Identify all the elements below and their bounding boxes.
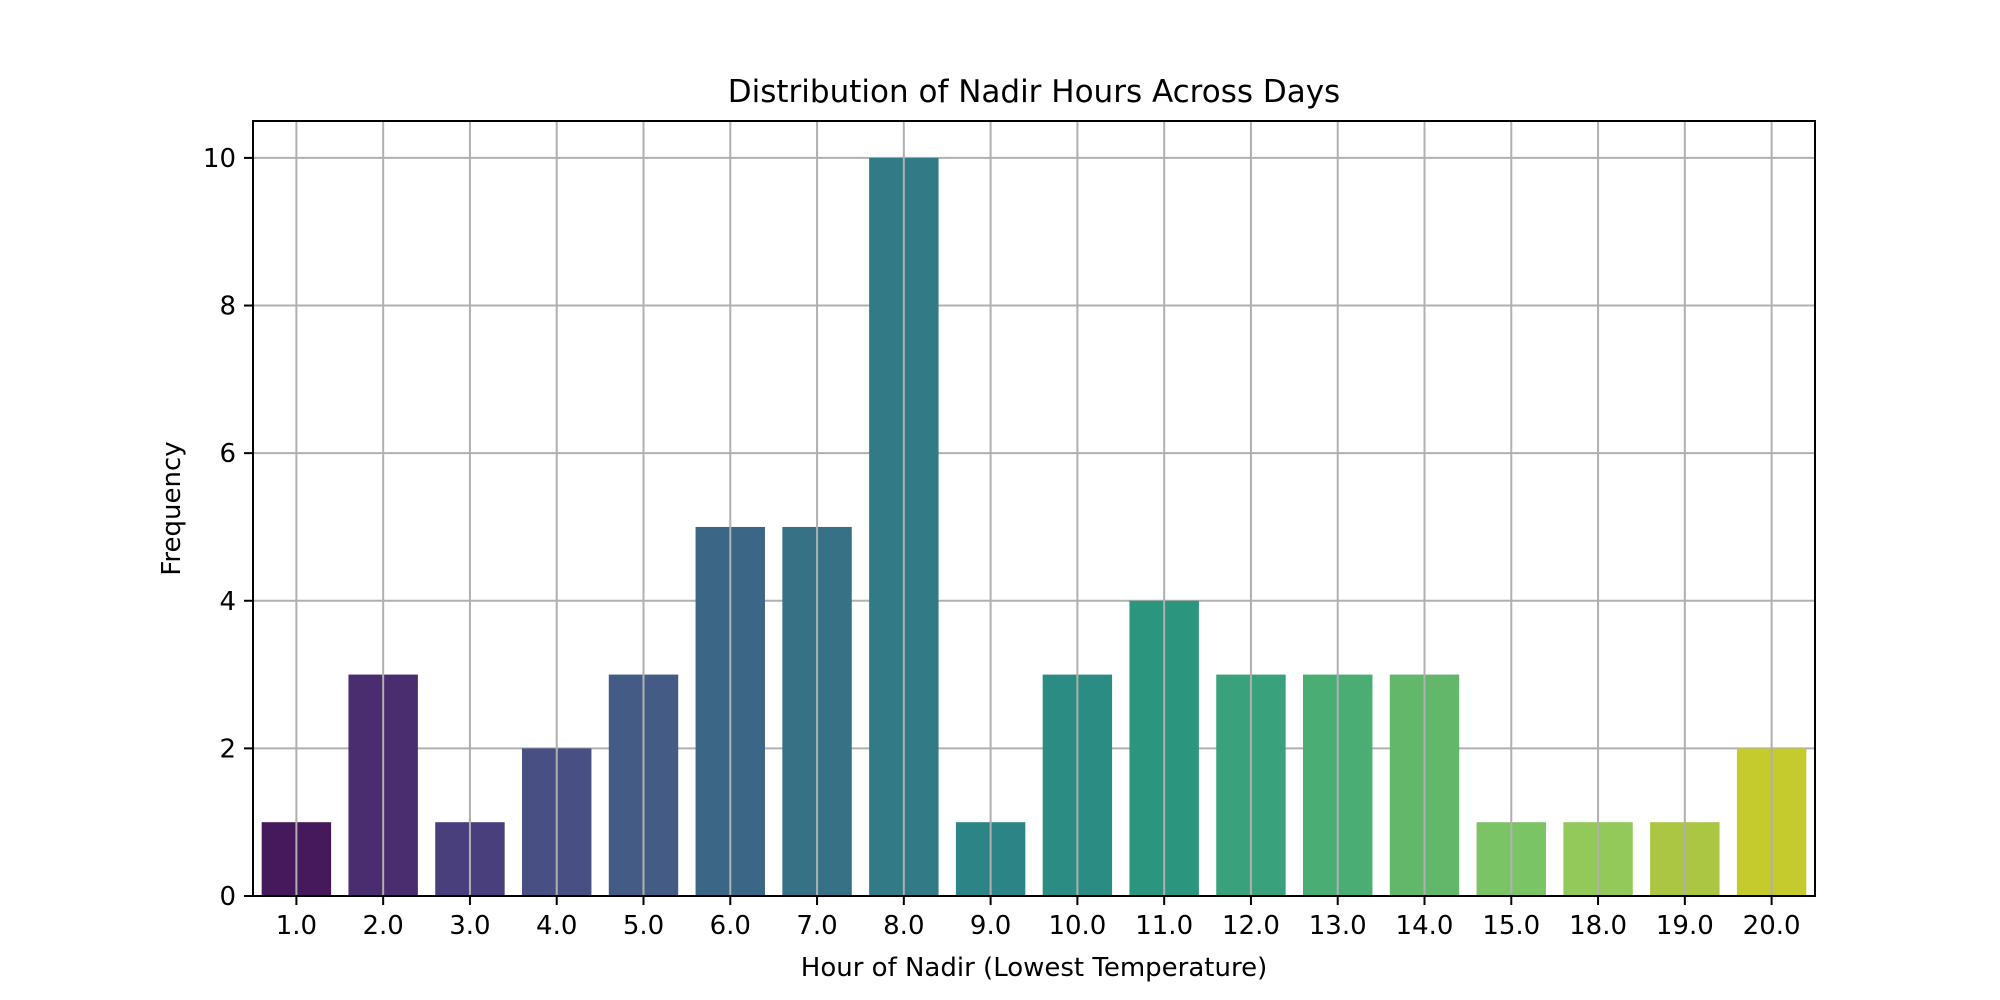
vertical-grid-lines	[295, 121, 1773, 896]
y-axis-ticks: 0 2 4 6 8 10	[203, 144, 253, 912]
y-tick-label: 10	[203, 144, 236, 174]
x-tick-label: 20.0	[1743, 911, 1801, 941]
x-tick-label: 14.0	[1396, 911, 1454, 941]
x-tick-label: 19.0	[1656, 911, 1714, 941]
x-tick-label: 6.0	[710, 911, 751, 941]
x-tick-label: 4.0	[536, 911, 577, 941]
x-tick-label: 18.0	[1569, 911, 1627, 941]
y-tick-label: 8	[219, 292, 236, 322]
y-tick-label: 0	[219, 882, 236, 912]
x-tick-label: 13.0	[1309, 911, 1367, 941]
x-tick-label: 1.0	[276, 911, 317, 941]
x-tick-label: 3.0	[449, 911, 490, 941]
y-tick-label: 2	[219, 734, 236, 764]
x-tick-label: 9.0	[970, 911, 1011, 941]
plot-frame	[252, 120, 1816, 897]
x-axis-title: Hour of Nadir (Lowest Temperature)	[801, 953, 1267, 983]
x-tick-label: 8.0	[883, 911, 924, 941]
y-axis-title: Frequency	[157, 441, 187, 575]
x-tick-label: 12.0	[1222, 911, 1280, 941]
x-tick-label: 15.0	[1482, 911, 1540, 941]
chart-title: Distribution of Nadir Hours Across Days	[728, 74, 1340, 110]
x-tick-label: 11.0	[1135, 911, 1193, 941]
x-tick-label: 7.0	[796, 911, 837, 941]
grid-lines	[253, 156, 1815, 897]
x-axis-ticks: 1.0 2.0 3.0 4.0 5.0 6.0 7.0 8.0 9.0 10.0 11.0 12.0 1…	[276, 896, 1801, 941]
y-tick-label: 6	[219, 439, 236, 469]
x-tick-label: 10.0	[1048, 911, 1106, 941]
x-tick-label: 2.0	[362, 911, 403, 941]
x-tick-label: 5.0	[623, 911, 664, 941]
y-tick-label: 4	[219, 587, 236, 617]
bars	[261, 157, 1807, 896]
